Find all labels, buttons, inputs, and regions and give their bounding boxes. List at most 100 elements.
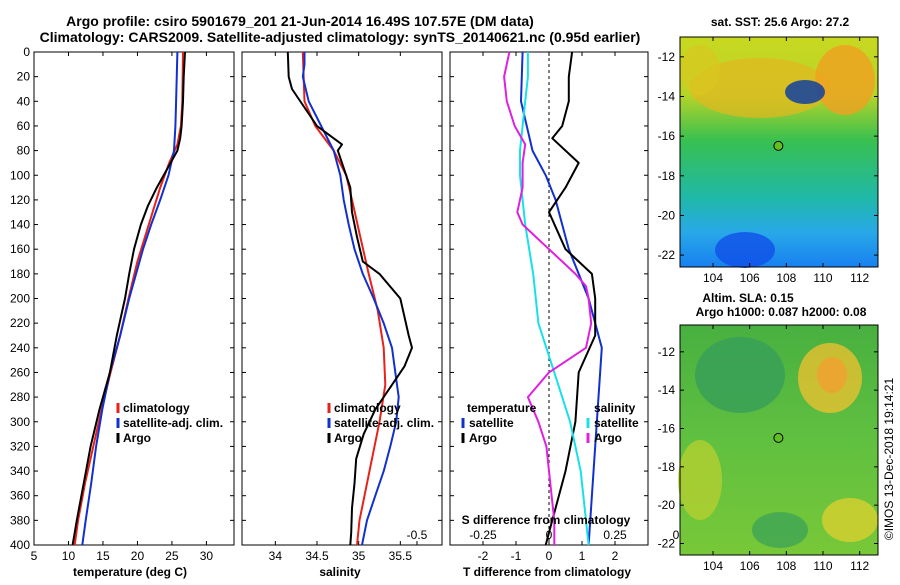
x-tick-label: 0 (546, 549, 553, 563)
argo-position-marker (773, 140, 784, 151)
lat-tick-label: -20 (658, 208, 676, 222)
series-line-satellite-adj-clim- (301, 52, 400, 546)
sla-low-patch (752, 512, 808, 548)
x-tick-label: 20 (131, 549, 145, 563)
sla-map-ticks: 104 106 108 110 112 -12 -14 -16 -18 -20 -22 (658, 325, 878, 573)
legend-label-s-argo: Argo (594, 431, 622, 445)
depth-tick-label: 20 (17, 70, 31, 84)
sst-warm-patch (680, 45, 720, 95)
x-tick-label: 30 (200, 549, 214, 563)
s-diff-tick-label: 0 (546, 528, 553, 542)
lat-tick-label: -12 (658, 345, 676, 359)
temperature-xlabel: temperature (deg C) (73, 565, 187, 579)
salinity-legend: climatology satellite-adj. clim. Argo (327, 401, 434, 445)
sst-map-frame (679, 36, 879, 268)
depth-tick-label: 340 (10, 464, 30, 478)
x-tick-label: 15 (96, 549, 110, 563)
sla-low-patch (695, 337, 785, 413)
temperature-axes-frame (33, 51, 235, 546)
legend-header-temperature: temperature (467, 401, 537, 415)
depth-tick-label: 400 (10, 538, 30, 552)
x-tick-label: 34 (269, 549, 283, 563)
sst-warm-patches (680, 45, 875, 268)
legend-label-argo: Argo (334, 431, 362, 445)
depth-tick-label: 260 (10, 365, 30, 379)
sst-cold-patch (715, 232, 775, 268)
sst-warm-patch (690, 58, 830, 118)
temperature-legend: climatology satellite-adj. clim. Argo (116, 401, 223, 445)
salinity-axes-frame (241, 51, 443, 546)
lat-tick-label: -22 (658, 537, 676, 551)
series-line-argo (286, 51, 413, 546)
x-tick-label: 2 (612, 549, 619, 563)
lon-tick-label: 110 (813, 271, 832, 285)
legend-label-t-argo: Argo (469, 431, 497, 445)
depth-tick-label: 360 (10, 489, 30, 503)
sst-warm-patch (815, 45, 875, 115)
depth-tick-label: 100 (10, 168, 30, 182)
difference-series (503, 51, 603, 546)
sla-high-patch (678, 440, 722, 520)
salinity-difference-label: S difference from climatology (462, 513, 631, 527)
s-diff-tick-label: -0.25 (469, 528, 497, 542)
lon-tick-label: 108 (776, 271, 796, 285)
temperature-x-ticks: 5 10 15 20 25 30 (31, 52, 214, 563)
imos-watermark: ©IMOS 13-Dec-2018 19:14:21 (882, 378, 896, 541)
sst-map-title: sat. SST: 25.6 Argo: 27.2 (711, 15, 850, 29)
depth-tick-label: 80 (17, 144, 31, 158)
sla-map-title-line2: Argo h1000: 0.087 h2000: 0.08 (696, 305, 867, 319)
lat-tick-label: -14 (658, 89, 676, 103)
temperature-difference-xlabel: T difference from climatology (463, 565, 631, 579)
legend-label-t-satellite: satellite (469, 416, 514, 430)
legend-label-satellite: satellite-adj. clim. (123, 416, 223, 430)
x-tick-label: -2 (478, 549, 489, 563)
sla-high-patch (822, 498, 878, 542)
temperature-series (71, 51, 186, 546)
depth-tick-label: 320 (10, 439, 30, 453)
legend-label-climatology: climatology (123, 401, 190, 415)
lat-tick-label: -12 (658, 50, 676, 64)
depth-tick-label: 280 (10, 390, 30, 404)
series-line-climatology (73, 51, 184, 546)
x-tick-label: -1 (511, 549, 522, 563)
series-line-t-satellite (520, 51, 603, 546)
salinity-depth-ticks (242, 51, 442, 546)
argo-position-marker (773, 432, 784, 443)
x-tick-label: 35.5 (389, 549, 413, 563)
depth-tick-label: 40 (17, 94, 31, 108)
x-tick-label: 10 (62, 549, 76, 563)
difference-depth-ticks (450, 51, 648, 546)
series-line-s-argo (503, 51, 593, 545)
series-line-t-argo (544, 51, 597, 546)
lat-tick-label: -18 (658, 169, 676, 183)
series-line-climatology (301, 51, 387, 546)
temperature-depth-ticks: 0 20 40 60 80 100 120 140 160 180 200 220 240 260 280 3… (10, 45, 234, 552)
lat-tick-label: -20 (658, 498, 676, 512)
difference-legend: temperature satellite Argo salinity sate… (461, 401, 639, 445)
salinity-series (286, 51, 413, 546)
lat-tick-label: -14 (658, 383, 676, 397)
x-tick-label: 34.5 (305, 549, 329, 563)
sla-map-title-line1: Altim. SLA: 0.15 (702, 291, 794, 305)
sla-high-patch (817, 357, 847, 393)
depth-tick-label: 380 (10, 513, 30, 527)
depth-tick-label: 140 (10, 218, 30, 232)
figure-title-line2: Climatology: CARS2009. Satellite-adjuste… (40, 29, 641, 45)
lat-tick-label: -22 (658, 248, 676, 262)
sla-anomaly-patches (678, 337, 878, 548)
salinity-x-ticks: 34 34.5 35 35.5 (269, 52, 413, 563)
depth-tick-label: 160 (10, 242, 30, 256)
lon-tick-label: 106 (740, 271, 760, 285)
figure-title-line1: Argo profile: csiro 5901679_201 21-Jun-2… (66, 13, 534, 29)
legend-label-satellite: satellite-adj. clim. (334, 416, 434, 430)
series-line-s-satellite (519, 52, 590, 546)
depth-tick-label: 300 (10, 415, 30, 429)
depth-tick-label: 220 (10, 316, 30, 330)
legend-label-s-satellite: satellite (594, 416, 639, 430)
lon-tick-label: 108 (776, 559, 796, 573)
lat-tick-label: -16 (658, 422, 676, 436)
lat-tick-label: -16 (658, 129, 676, 143)
sst-cold-patch (785, 80, 825, 104)
